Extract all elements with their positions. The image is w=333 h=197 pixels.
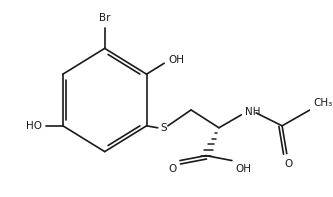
Text: O: O	[284, 159, 293, 169]
Text: Br: Br	[99, 13, 111, 22]
Text: NH: NH	[245, 107, 260, 117]
Text: O: O	[168, 164, 176, 174]
Text: OH: OH	[169, 55, 185, 65]
Text: S: S	[160, 123, 166, 133]
Text: CH₃: CH₃	[314, 98, 333, 108]
Text: OH: OH	[236, 164, 252, 174]
Text: HO: HO	[26, 121, 42, 131]
